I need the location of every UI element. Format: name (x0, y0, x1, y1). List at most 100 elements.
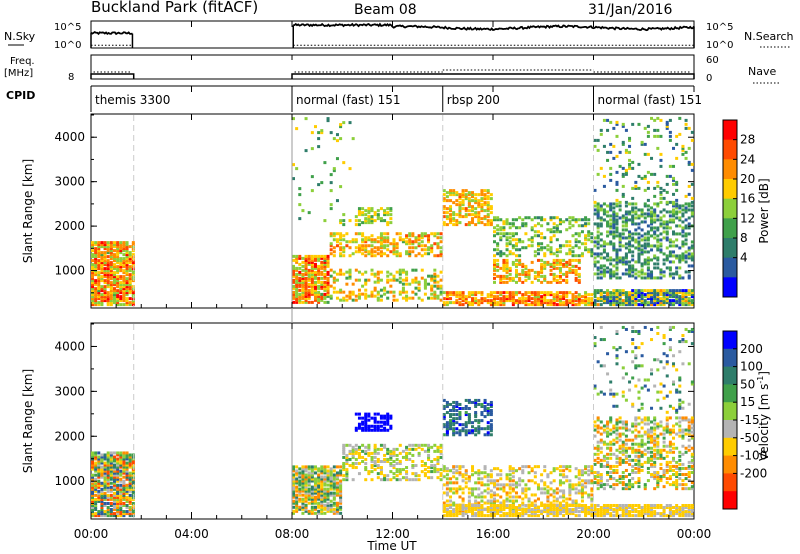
power-cell-1070 (386, 223, 390, 227)
velocity-cell-518 (310, 469, 314, 473)
power-cell-43 (94, 267, 98, 271)
power-cell-1127 (458, 221, 462, 225)
power-cell-1293 (514, 268, 518, 272)
velocity-cell-142 (106, 493, 110, 497)
velocity-cell-77 (97, 459, 101, 463)
velocity-cell-1472 (549, 501, 553, 505)
power-cell-451 (301, 274, 305, 278)
power-cell-1283 (508, 268, 512, 272)
velocity-cell-175 (109, 481, 113, 485)
velocity-cell-1954 (675, 510, 679, 514)
velocity-cell-1528 (568, 483, 572, 487)
velocity-cell-853 (401, 449, 405, 453)
power-cell-1651 (445, 291, 449, 295)
velocity-cell-1392 (518, 479, 522, 483)
power-cell-125 (103, 267, 107, 271)
power-cell-15 (91, 273, 94, 277)
power-cell-1056 (373, 219, 377, 223)
velocity-cell-628 (329, 487, 333, 491)
velocity-cell-248 (119, 514, 123, 518)
power-cell-848 (342, 296, 346, 300)
velocity-cell-498 (307, 467, 311, 471)
velocity-cell-557 (317, 469, 321, 473)
power-cell-1416 (493, 254, 496, 258)
power-cell-2222 (609, 206, 613, 210)
velocity-cell-1140 (486, 409, 490, 413)
power-cell-2236 (612, 232, 616, 236)
velocity-cell-1494 (558, 489, 562, 493)
power-cell-1523 (536, 216, 540, 220)
power-cell-935 (392, 274, 396, 278)
power-cell-1169 (471, 219, 475, 223)
velocity-cell-55 (94, 451, 98, 455)
velocity-cell-1039 (452, 431, 456, 435)
power-cell-89 (100, 295, 104, 299)
velocity-cell-1473 (549, 493, 553, 497)
velocity-cell-366 (131, 491, 135, 495)
power-cell-457 (304, 300, 308, 304)
power-cell-437 (298, 256, 302, 260)
velocity-cell-1089 (467, 417, 471, 421)
power-cell-1028 (357, 223, 361, 227)
power-cell-2583 (675, 238, 679, 242)
power-cell-1071 (386, 221, 390, 225)
velocity-cell-1363 (508, 473, 512, 477)
power-cell-1148 (464, 223, 468, 227)
power-cell-1270 (505, 280, 509, 284)
velocity-cell-575 (320, 479, 324, 483)
power-cell-571 (320, 264, 324, 268)
power-cell-123 (103, 271, 107, 275)
power-cell-2327 (628, 248, 632, 252)
velocity-cell-531 (313, 485, 317, 489)
velocity-cell-538 (313, 465, 317, 469)
power-cell-2483 (653, 208, 657, 212)
power-cell-1495 (524, 246, 528, 250)
power-cell-1566 (555, 216, 559, 220)
power-cell-2351 (631, 222, 635, 226)
power-cell-1314 (524, 264, 528, 268)
power-cell-1714 (489, 295, 493, 299)
power-cell-2791 (665, 190, 669, 194)
power-cell-1691 (474, 301, 478, 305)
power-cell-2288 (621, 262, 625, 266)
velocity-cell-1033 (449, 419, 453, 423)
power-cell-1519 (536, 242, 540, 246)
power-cell-278 (122, 295, 126, 299)
power-cell-725 (386, 240, 390, 244)
velocity-cell-116 (103, 491, 107, 495)
power-cell-782 (417, 238, 421, 242)
power-cell-1372 (558, 274, 562, 278)
power-cell-2748 (640, 140, 644, 144)
velocity-cell-1826 (593, 510, 597, 514)
power-cell-899 (373, 286, 377, 290)
velocity-cell-1272 (480, 499, 484, 503)
power-cell-477 (304, 258, 308, 262)
power-cell-1005 (433, 284, 437, 288)
power-cell-191 (109, 247, 113, 251)
power-cell-2423 (643, 232, 647, 236)
power-cell-853 (345, 282, 349, 286)
velocity-cell-1049 (452, 404, 456, 408)
power-cell-2544 (668, 274, 672, 278)
velocity-cell-1278 (480, 471, 484, 475)
power-cell-2425 (643, 216, 647, 220)
velocity-cell-1497 (558, 479, 562, 483)
power-cell-2460 (650, 222, 654, 226)
velocity-cell-1673 (493, 510, 496, 514)
power-cell-1251 (496, 274, 500, 278)
power-cell-2187 (602, 210, 606, 214)
power-cell-562 (320, 292, 324, 296)
power-cell-2738 (631, 122, 635, 126)
power-cell-1354 (552, 278, 556, 282)
power-cell-1749 (511, 303, 515, 307)
power-cell-1630 (587, 234, 591, 238)
velocity-cell-1712 (518, 512, 522, 516)
power-cell-2766 (653, 194, 657, 198)
power-cell-66 (97, 281, 101, 285)
velocity-cell-817 (389, 470, 393, 474)
power-cell-2196 (606, 234, 610, 238)
power-cell-428 (298, 284, 302, 288)
power-cell-750 (398, 232, 402, 236)
velocity-cell-1691 (505, 514, 509, 518)
velocity-cell-1702 (511, 512, 515, 516)
